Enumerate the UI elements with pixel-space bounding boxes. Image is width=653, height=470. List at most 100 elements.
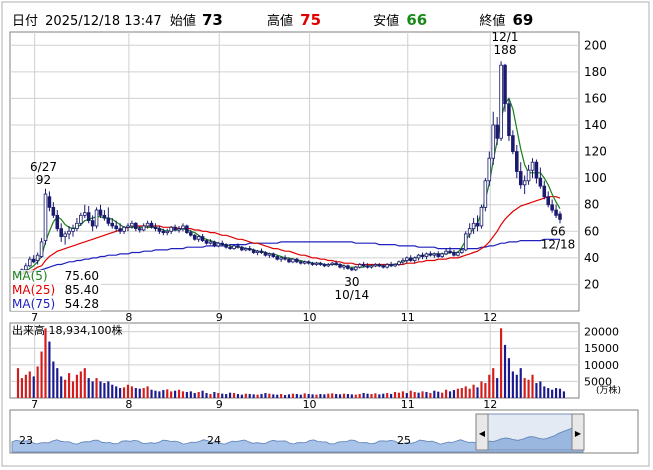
up-candle	[499, 61, 503, 141]
annotation-value: 92	[36, 173, 51, 187]
candle-body	[491, 124, 496, 159]
candle-body	[361, 264, 366, 267]
candle-body	[456, 252, 460, 256]
volume-bar	[166, 389, 169, 398]
down-candle	[507, 98, 511, 141]
candle-body	[342, 265, 346, 268]
volume-bar	[221, 393, 224, 398]
down-candle	[86, 206, 91, 224]
up-candle	[82, 204, 87, 218]
overview-left-handle[interactable]	[475, 413, 489, 451]
annotation-value: 66	[550, 224, 565, 238]
candle-body	[444, 250, 448, 255]
down-candle	[157, 225, 162, 234]
volume-bar	[366, 393, 369, 398]
volume-unit-label: (万株)	[596, 384, 621, 396]
candle-body	[314, 262, 319, 265]
price-panel-frame	[9, 31, 580, 312]
up-candle	[416, 253, 421, 261]
overview-selection-window[interactable]	[479, 413, 581, 451]
down-candle	[259, 248, 264, 254]
y-tick-label: 140	[584, 118, 607, 132]
candle-body	[381, 265, 386, 268]
candle-body	[515, 151, 519, 172]
down-candle	[90, 215, 95, 232]
volume-bar	[452, 390, 456, 398]
up-candle	[530, 158, 535, 179]
volume-bar	[95, 378, 98, 398]
candle-body	[212, 241, 217, 247]
annotation-date: 12/1	[492, 30, 519, 44]
volume-bar	[232, 393, 236, 398]
volume-bar	[99, 381, 102, 398]
y-tick-label: 20	[584, 277, 599, 291]
volume-bar	[323, 394, 326, 398]
up-candle	[94, 207, 99, 229]
up-candle	[244, 247, 248, 252]
volume-bar	[484, 383, 487, 398]
candle-body	[534, 161, 539, 179]
candle-body	[436, 253, 441, 257]
volume-bar	[433, 390, 436, 398]
overview-right-handle[interactable]	[571, 413, 585, 451]
candle-body	[389, 264, 393, 267]
volume-bar	[500, 328, 503, 398]
annotation-value: 188	[494, 43, 517, 57]
annotation-date: 6/27	[30, 160, 57, 174]
y-tick-label: 100	[584, 171, 607, 185]
up-candle	[196, 235, 201, 242]
volume-bar	[138, 388, 141, 398]
down-candle	[310, 261, 315, 266]
overview-year-label: 23	[19, 434, 33, 447]
up-candle	[39, 237, 44, 258]
down-candle	[475, 215, 480, 232]
candle-body	[134, 222, 138, 230]
candle-body	[216, 242, 221, 247]
down-candle	[389, 261, 393, 268]
volume-bar	[44, 328, 47, 398]
volume-bar	[531, 374, 534, 398]
volume-bar	[464, 386, 467, 398]
candle-body	[153, 226, 158, 230]
up-candle	[412, 256, 417, 264]
legend-background	[11, 284, 101, 297]
down-candle	[185, 224, 189, 234]
down-candle	[420, 252, 425, 260]
down-candle	[550, 199, 554, 213]
candle-body	[499, 64, 503, 139]
up-candle	[67, 225, 71, 240]
volume-bar	[515, 374, 518, 398]
candle-body	[346, 265, 350, 269]
x-tick-label: 11	[401, 398, 415, 411]
volume-bar	[260, 394, 263, 398]
up-candle	[208, 239, 213, 245]
volume-bar	[236, 394, 240, 398]
up-candle	[314, 261, 319, 266]
volume-bar	[405, 393, 408, 398]
volume-bar	[20, 378, 24, 398]
x-tick-label: 9	[216, 311, 223, 324]
candle-body	[487, 157, 492, 182]
volume-bar	[252, 394, 255, 398]
volume-bar	[244, 393, 247, 398]
candle-body	[173, 226, 177, 231]
down-candle	[153, 223, 158, 232]
volume-bar	[142, 388, 145, 398]
candle-body	[157, 228, 162, 232]
volume-header: 出来高 18,934,100株	[12, 323, 122, 337]
candle-body	[149, 222, 154, 228]
candle-body	[75, 222, 79, 230]
candle-body	[530, 161, 535, 171]
candle-body	[448, 250, 452, 253]
candle-body	[259, 250, 264, 253]
down-candle	[118, 223, 122, 234]
down-candle	[306, 260, 311, 265]
up-candle	[71, 224, 75, 237]
up-candle	[397, 260, 401, 266]
candle-body	[424, 253, 429, 257]
volume-bar	[397, 392, 401, 398]
volume-bar	[547, 388, 550, 398]
candle-body	[350, 268, 354, 271]
